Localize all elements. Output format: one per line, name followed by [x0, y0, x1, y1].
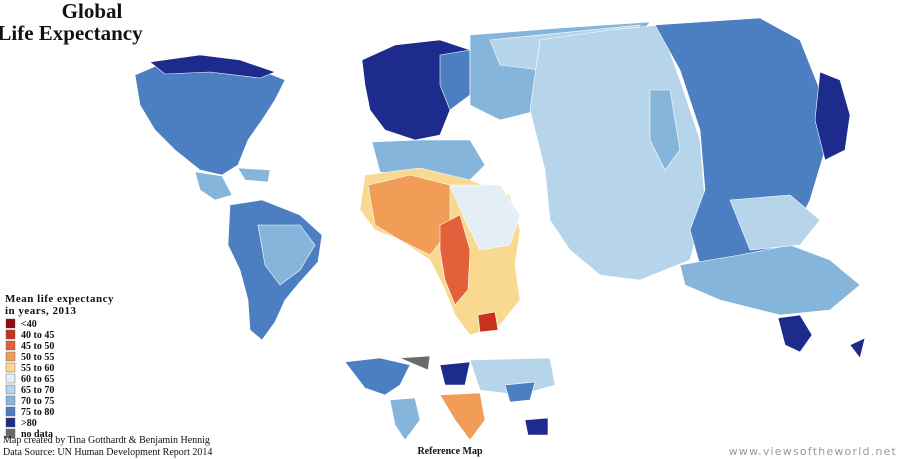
ref-region — [524, 417, 549, 436]
region — [477, 311, 499, 333]
legend-label: 50 to 55 — [21, 352, 54, 363]
legend-swatch — [5, 340, 16, 351]
cartogram — [134, 17, 866, 441]
legend-swatch — [5, 373, 16, 384]
region — [149, 54, 276, 79]
region — [367, 174, 451, 256]
reference-map-label: Reference Map — [417, 446, 483, 457]
region — [194, 171, 233, 201]
region — [849, 337, 866, 359]
region — [439, 49, 471, 111]
legend-swatch — [5, 362, 16, 373]
legend-swatch — [5, 428, 16, 439]
region — [777, 314, 813, 353]
legend-label: no data — [21, 429, 53, 440]
legend-label: 45 to 50 — [21, 341, 54, 352]
legend-label: 40 to 45 — [21, 330, 54, 341]
legend-label: 70 to 75 — [21, 396, 54, 407]
legend-title: Mean life expectancy — [5, 293, 114, 305]
ref-region — [344, 357, 411, 396]
legend-swatch — [5, 318, 16, 329]
region — [814, 71, 851, 161]
credit: Data Source: UN Human Development Report… — [3, 447, 212, 458]
legend-title: in years, 2013 — [5, 305, 76, 317]
region — [729, 194, 821, 251]
legend-swatch — [5, 384, 16, 395]
legend-swatch — [5, 406, 16, 417]
legend-label: 65 to 70 — [21, 385, 54, 396]
legend-label: 75 to 80 — [21, 407, 54, 418]
legend-swatch — [5, 351, 16, 362]
region — [679, 244, 861, 316]
region — [237, 167, 271, 183]
legend-label: >80 — [21, 418, 37, 429]
title: Global — [62, 0, 123, 23]
legend-swatch — [5, 329, 16, 340]
ref-region — [504, 381, 536, 403]
legend-swatch — [5, 395, 16, 406]
legend-label: 60 to 65 — [21, 374, 54, 385]
region — [649, 89, 681, 171]
region — [439, 214, 471, 306]
ref-region — [439, 392, 486, 441]
region — [449, 184, 521, 251]
region — [257, 224, 316, 286]
credit: Map created by Tina Gotthardt & Benjamin… — [3, 435, 210, 446]
legend-label: <40 — [21, 319, 37, 330]
ref-region — [399, 355, 431, 371]
ref-region — [389, 397, 421, 441]
website: www.viewsoftheworld.net — [729, 445, 897, 458]
title: Life Expectancy — [0, 21, 143, 45]
ref-region — [439, 361, 471, 386]
legend-swatch — [5, 417, 16, 428]
legend-label: 55 to 60 — [21, 363, 54, 374]
